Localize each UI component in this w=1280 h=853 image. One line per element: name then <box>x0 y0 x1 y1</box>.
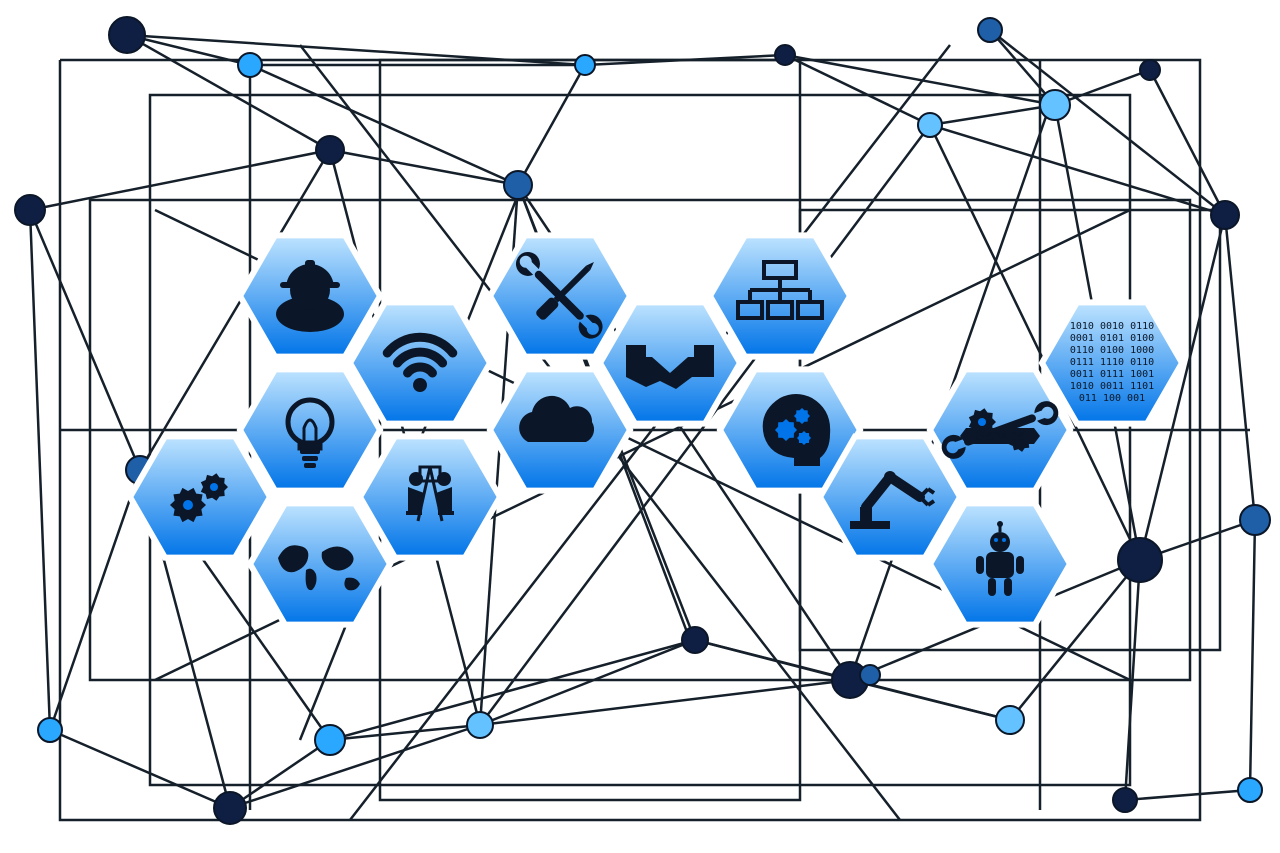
svg-text:1010 0011 1101: 1010 0011 1101 <box>1070 381 1154 392</box>
svg-text:Service: Service <box>976 427 1024 444</box>
svg-text:0001 0101 0100: 0001 0101 0100 <box>1070 333 1154 344</box>
svg-text:0111 1110 0110: 0111 1110 0110 <box>1070 357 1154 368</box>
svg-text:011 100 001: 011 100 001 <box>1079 393 1145 404</box>
svg-text:0110 0100 1000: 0110 0100 1000 <box>1070 345 1154 356</box>
hex-robot <box>930 494 1070 634</box>
hex-worldmap <box>250 494 390 634</box>
diagram-canvas: 1010 0010 01100001 0101 01000110 0100 10… <box>0 0 1280 853</box>
hexagon-shape <box>250 503 390 624</box>
svg-text:1010 0010 0110: 1010 0010 0110 <box>1070 321 1154 332</box>
hex-cloud <box>490 360 630 500</box>
hex-gears <box>130 427 270 567</box>
svg-text:0011 0111 1001: 0011 0111 1001 <box>1070 369 1154 380</box>
